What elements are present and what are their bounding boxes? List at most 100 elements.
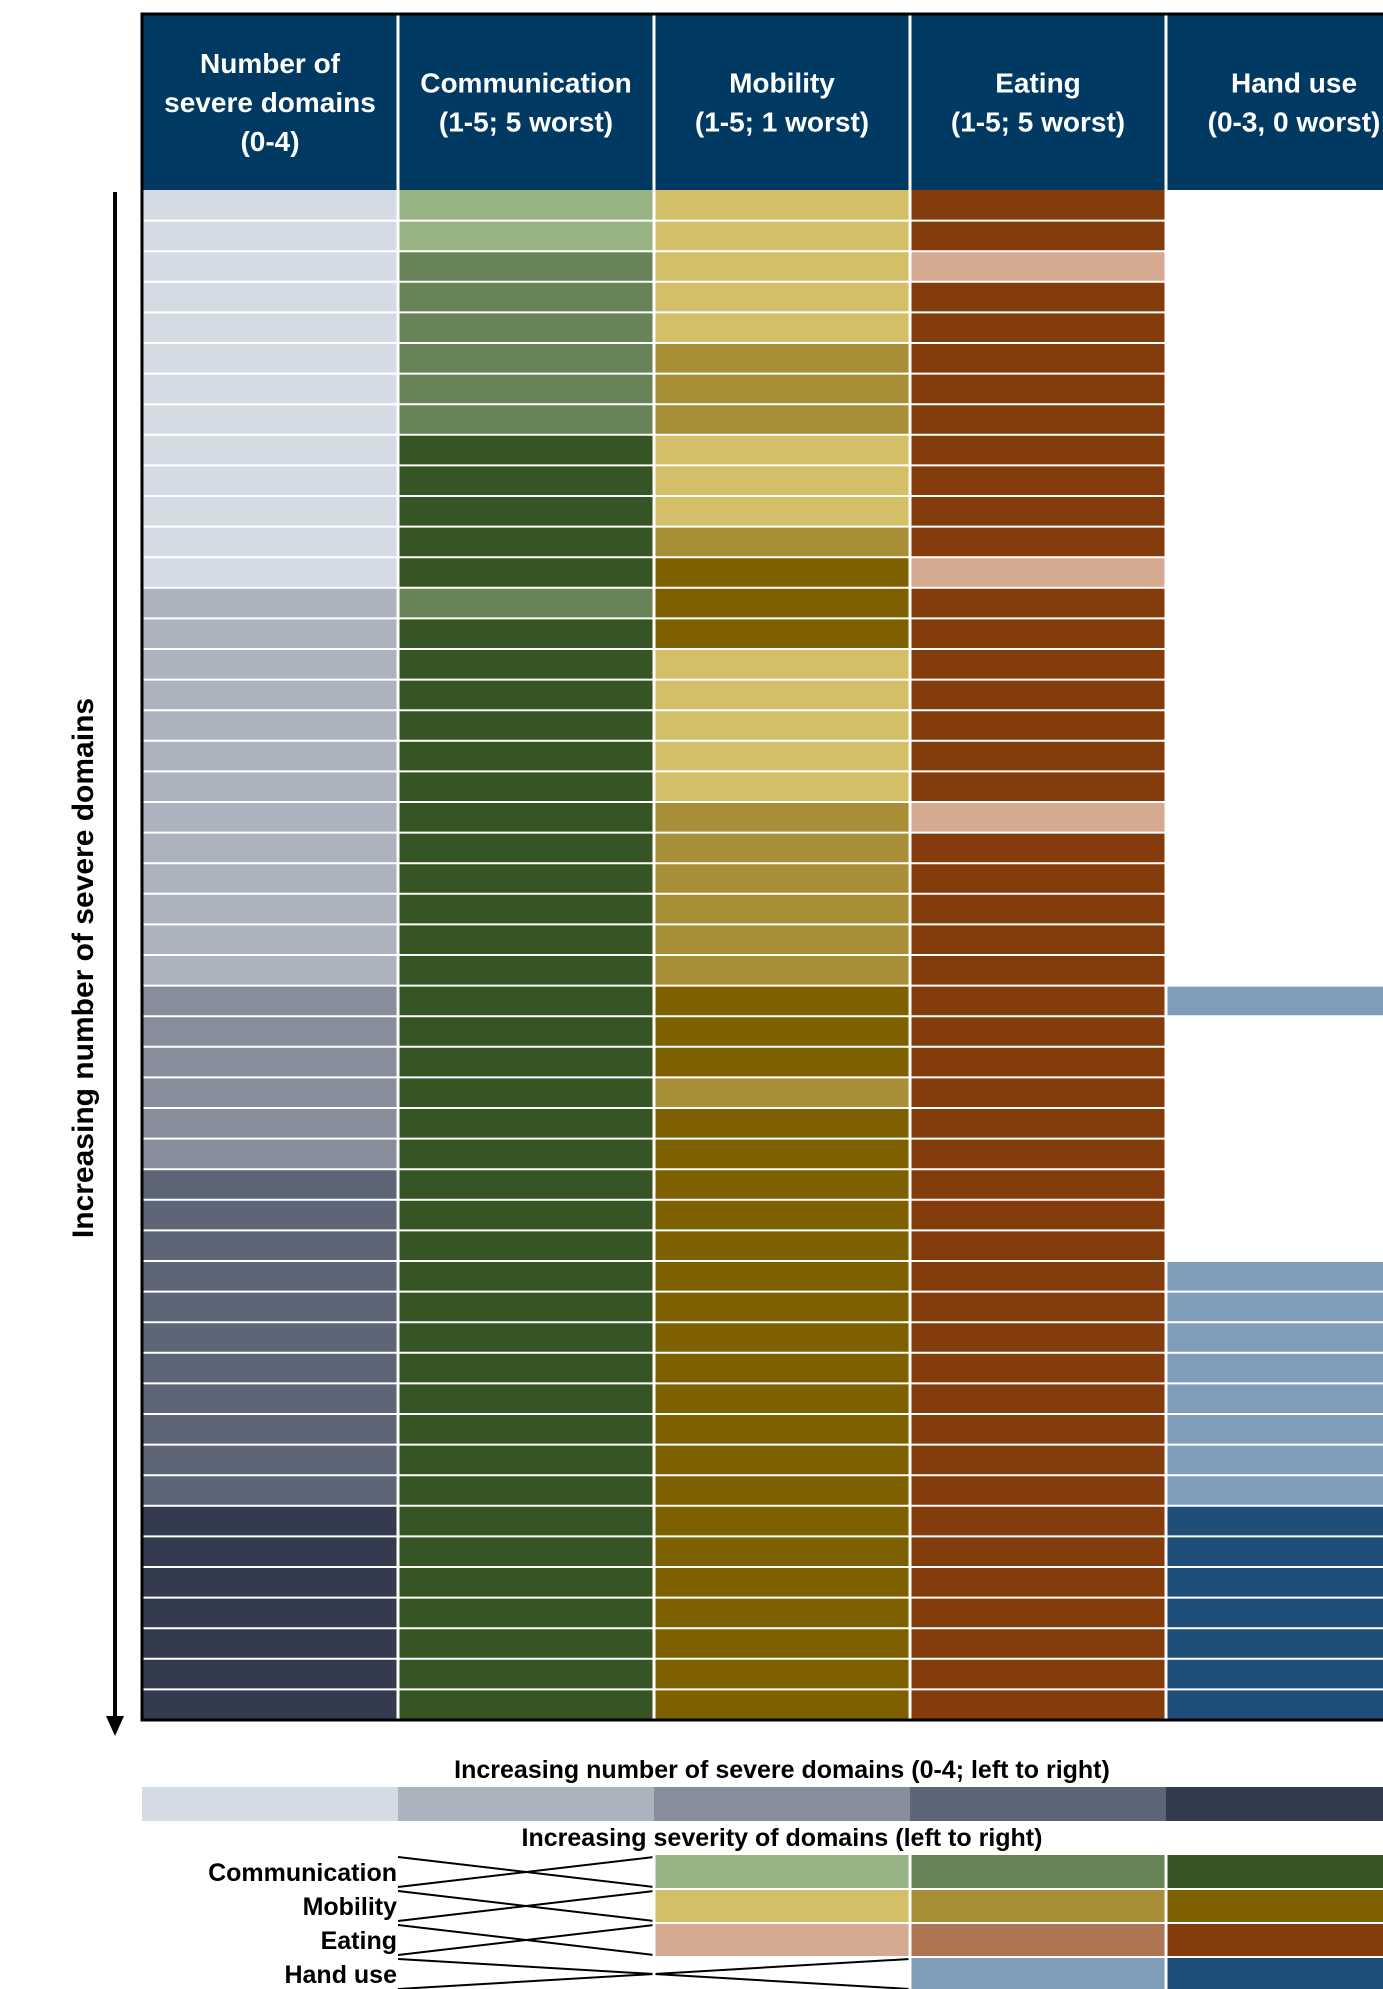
cell-eating-row-1 <box>910 220 1166 252</box>
cell-eating-row-26 <box>910 985 1166 1017</box>
cell-mobility-row-3 <box>654 281 910 313</box>
cell-mobility-row-26 <box>654 985 910 1017</box>
cell-eating-row-2 <box>910 251 1166 282</box>
cell-mobility-row-45 <box>654 1567 910 1598</box>
cell-domains-row-12 <box>142 557 398 588</box>
cell-communication-row-40 <box>398 1414 654 1445</box>
cell-hand_use-row-10 <box>1166 496 1383 527</box>
cell-eating-row-37 <box>910 1322 1166 1353</box>
cell-domains-row-18 <box>142 740 398 772</box>
cell-mobility-row-28 <box>654 1046 910 1078</box>
cell-mobility-row-4 <box>654 312 910 343</box>
legend-domains-swatch-2 <box>654 1787 910 1821</box>
cell-domains-row-41 <box>142 1444 398 1476</box>
cell-communication-row-7 <box>398 404 654 435</box>
cell-communication-row-20 <box>398 802 654 833</box>
cell-communication-row-41 <box>398 1444 654 1476</box>
cell-communication-row-19 <box>398 771 654 802</box>
cell-communication-row-14 <box>398 618 654 649</box>
cell-domains-row-38 <box>142 1352 398 1384</box>
cell-hand_use-row-38 <box>1166 1352 1383 1384</box>
cell-communication-row-38 <box>398 1352 654 1384</box>
cell-mobility-row-1 <box>654 220 910 252</box>
cell-domains-row-14 <box>142 618 398 649</box>
legend-swatch-mobility-0 <box>654 1889 910 1923</box>
cell-hand_use-row-48 <box>1166 1658 1383 1690</box>
cell-hand_use-row-16 <box>1166 679 1383 711</box>
cell-eating-row-42 <box>910 1475 1166 1506</box>
cell-hand_use-row-3 <box>1166 281 1383 313</box>
cell-eating-row-31 <box>910 1138 1166 1170</box>
cell-communication-row-33 <box>398 1199 654 1231</box>
cell-mobility-row-29 <box>654 1077 910 1108</box>
cell-hand_use-row-9 <box>1166 465 1383 496</box>
cell-communication-row-3 <box>398 281 654 313</box>
cell-domains-row-43 <box>142 1505 398 1537</box>
cell-domains-row-32 <box>142 1169 398 1200</box>
cell-eating-row-16 <box>910 679 1166 711</box>
cell-communication-row-49 <box>398 1689 654 1720</box>
legend-swatch-eating-1 <box>910 1923 1166 1957</box>
cell-communication-row-28 <box>398 1046 654 1078</box>
column-header-communication-line-0: Communication <box>420 68 632 99</box>
cell-eating-row-15 <box>910 649 1166 680</box>
cell-mobility-row-22 <box>654 863 910 894</box>
cell-eating-row-12 <box>910 557 1166 588</box>
cell-domains-row-7 <box>142 404 398 435</box>
cell-mobility-row-23 <box>654 893 910 925</box>
legend-domains-title: Increasing number of severe domains (0-4… <box>454 1756 1110 1784</box>
cell-mobility-row-7 <box>654 404 910 435</box>
cell-eating-row-34 <box>910 1230 1166 1261</box>
cell-mobility-row-19 <box>654 771 910 802</box>
cell-communication-row-37 <box>398 1322 654 1353</box>
column-header-mobility-line-0: Mobility <box>729 68 835 99</box>
cell-hand_use-row-42 <box>1166 1475 1383 1506</box>
cell-hand_use-row-35 <box>1166 1261 1383 1292</box>
cell-domains-row-15 <box>142 649 398 680</box>
cell-hand_use-row-4 <box>1166 312 1383 343</box>
cell-communication-row-5 <box>398 343 654 374</box>
cell-hand_use-row-32 <box>1166 1169 1383 1200</box>
cell-hand_use-row-44 <box>1166 1536 1383 1567</box>
cell-communication-row-46 <box>398 1597 654 1629</box>
cell-communication-row-39 <box>398 1383 654 1414</box>
cell-communication-row-35 <box>398 1261 654 1292</box>
cell-mobility-row-47 <box>654 1628 910 1659</box>
legend-swatch-communication-2 <box>1166 1855 1383 1889</box>
cell-hand_use-row-0 <box>1166 190 1383 221</box>
cell-communication-row-4 <box>398 312 654 343</box>
cell-hand_use-row-2 <box>1166 251 1383 282</box>
column-header-hand_use-line-0: Hand use <box>1231 68 1357 99</box>
cell-communication-row-2 <box>398 251 654 282</box>
cell-domains-row-39 <box>142 1383 398 1414</box>
y-axis-label: Increasing number of severe domains <box>67 698 100 1238</box>
cell-domains-row-37 <box>142 1322 398 1353</box>
cell-eating-row-32 <box>910 1169 1166 1200</box>
header-background <box>142 14 1383 190</box>
cell-hand_use-row-46 <box>1166 1597 1383 1629</box>
legend-not-applicable-cross-b <box>397 1890 655 1922</box>
cell-hand_use-row-5 <box>1166 343 1383 374</box>
legend-swatch-communication-1 <box>910 1855 1166 1889</box>
cell-mobility-row-13 <box>654 587 910 619</box>
cell-hand_use-row-6 <box>1166 373 1383 405</box>
cell-hand_use-row-36 <box>1166 1291 1383 1323</box>
cell-mobility-row-11 <box>654 526 910 558</box>
cell-hand_use-row-20 <box>1166 802 1383 833</box>
cell-communication-row-17 <box>398 710 654 741</box>
cell-communication-row-47 <box>398 1628 654 1659</box>
column-header-domains-line-0: Number of <box>200 48 341 79</box>
cell-hand_use-row-25 <box>1166 955 1383 986</box>
cell-communication-row-10 <box>398 496 654 527</box>
cell-communication-row-6 <box>398 373 654 405</box>
column-header-domains-line-2: (0-4) <box>240 126 299 157</box>
cell-hand_use-row-24 <box>1166 924 1383 955</box>
cell-eating-row-33 <box>910 1199 1166 1231</box>
cell-hand_use-row-17 <box>1166 710 1383 741</box>
cell-communication-row-22 <box>398 863 654 894</box>
cell-eating-row-38 <box>910 1352 1166 1384</box>
cell-domains-row-6 <box>142 373 398 405</box>
cell-eating-row-48 <box>910 1658 1166 1690</box>
cell-mobility-row-6 <box>654 373 910 405</box>
cell-domains-row-28 <box>142 1046 398 1078</box>
